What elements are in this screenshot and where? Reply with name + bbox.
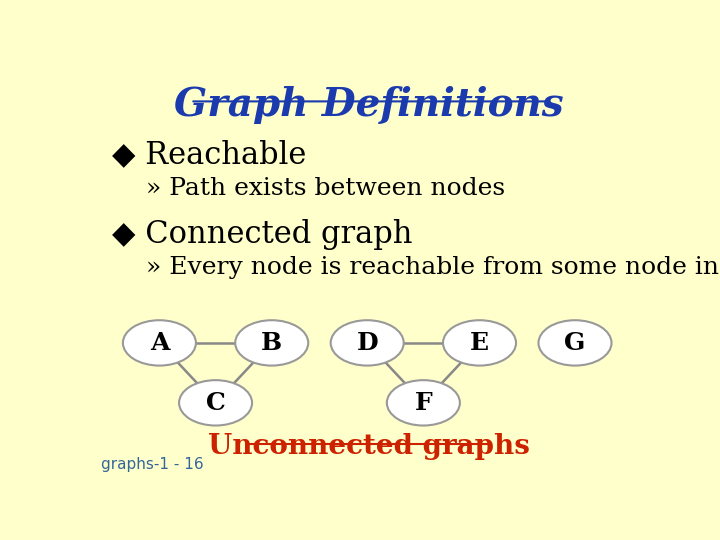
Text: » Every node is reachable from some node in graph: » Every node is reachable from some node… bbox=[145, 256, 720, 279]
Text: B: B bbox=[261, 331, 282, 355]
Text: D: D bbox=[356, 331, 378, 355]
Ellipse shape bbox=[179, 380, 252, 426]
Text: Unconnected graphs: Unconnected graphs bbox=[208, 433, 530, 460]
Text: ◆ Connected graph: ◆ Connected graph bbox=[112, 219, 413, 249]
Ellipse shape bbox=[539, 320, 611, 366]
Ellipse shape bbox=[443, 320, 516, 366]
Text: graphs-1 - 16: graphs-1 - 16 bbox=[101, 457, 204, 472]
Ellipse shape bbox=[123, 320, 196, 366]
Text: F: F bbox=[415, 391, 432, 415]
Text: E: E bbox=[470, 331, 489, 355]
Text: Graph Definitions: Graph Definitions bbox=[174, 85, 564, 124]
Text: ◆ Reachable: ◆ Reachable bbox=[112, 140, 307, 171]
Ellipse shape bbox=[235, 320, 308, 366]
Text: G: G bbox=[564, 331, 585, 355]
Ellipse shape bbox=[387, 380, 460, 426]
Text: » Path exists between nodes: » Path exists between nodes bbox=[145, 177, 505, 200]
Text: A: A bbox=[150, 331, 169, 355]
Text: C: C bbox=[206, 391, 225, 415]
Ellipse shape bbox=[330, 320, 404, 366]
